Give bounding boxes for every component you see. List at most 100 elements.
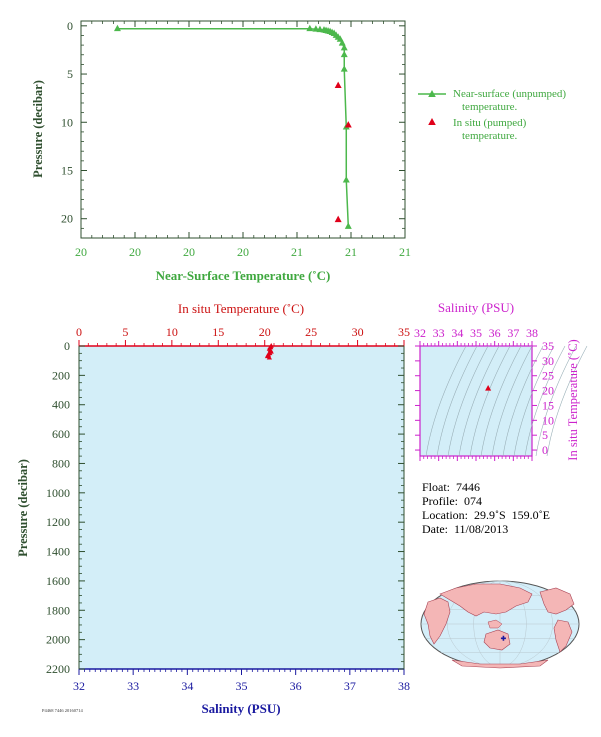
- near-surface-y-label: Pressure (decibar): [31, 80, 45, 178]
- profile-top-tick-label: 30: [352, 325, 364, 339]
- ts-density-contour: [447, 345, 489, 457]
- ts-density-contour: [491, 345, 533, 457]
- profile-top-tick-label: 25: [305, 325, 317, 339]
- legend-marker-pumped: [428, 118, 436, 125]
- near-surface-y-tick-label: 15: [61, 163, 73, 177]
- ts-x-tick-label: 33: [433, 326, 445, 340]
- info-location: Location: 29.9˚S 159.0˚E: [422, 508, 550, 522]
- ts-x-tick-label: 35: [470, 326, 482, 340]
- info-date: Date: 11/08/2013: [422, 522, 509, 536]
- ts-y-tick-label: 5: [542, 428, 548, 442]
- near-surface-pumped-point: [344, 121, 352, 128]
- near-surface-x-tick-label: 21: [345, 245, 357, 259]
- ts-density-contour: [513, 345, 555, 457]
- ts-density-contour: [480, 345, 522, 457]
- map-float-position: [500, 635, 506, 641]
- ts-density-contour: [425, 345, 467, 457]
- ts-density-contour: [436, 345, 478, 457]
- ts-y-tick-label: 35: [542, 339, 554, 353]
- profile-chart: 0 5 10 15 20 25 30 35 32 33 34 35 36 37 38 0 200 400 600…: [16, 301, 410, 716]
- near-surface-x-tick-label: 20: [183, 245, 195, 259]
- near-surface-unpumped-point: [344, 222, 352, 229]
- profile-y-ticks: 0 200 400 600 800 1000 1200 1400 1600 1800 2000 220…: [46, 339, 404, 676]
- ts-x-tick-label: 36: [489, 326, 501, 340]
- map-south-america: [553, 619, 573, 653]
- profile-temperature-point: [266, 354, 272, 360]
- near-surface-unpumped-point: [113, 24, 121, 32]
- profile-y-tick-label: 0: [64, 339, 70, 353]
- profile-y-label: Pressure (decibar): [16, 459, 30, 557]
- ts-x-tick-label: 34: [451, 326, 463, 340]
- world-map: [420, 580, 580, 669]
- profile-top-tick-label: 0: [76, 325, 82, 339]
- ts-y-tick-label: 25: [542, 369, 554, 383]
- legend-label-unpumped-1: Near-surface (unpumped): [453, 88, 566, 100]
- near-surface-y-tick-label: 0: [67, 19, 73, 33]
- near-surface-unpumped-point: [340, 65, 348, 72]
- near-surface-unpumped-point: [338, 39, 346, 46]
- map-australia: [483, 629, 511, 651]
- near-surface-y-tick-label: 20: [61, 212, 73, 226]
- legend-label-unpumped-2: temperature.: [462, 101, 518, 113]
- profile-bottom-tick-label: 38: [398, 679, 410, 693]
- near-surface-unpumped-point: [342, 176, 350, 183]
- ts-density-contour: [546, 345, 588, 457]
- ts-x-tick-label: 37: [507, 326, 519, 340]
- ts-x-tick-label: 38: [526, 326, 538, 340]
- profile-bottom-tick-label: 34: [181, 679, 193, 693]
- ts-density-contours: [425, 345, 588, 457]
- profile-bottom-tick-label: 35: [236, 679, 248, 693]
- profile-top-tick-label: 35: [398, 325, 410, 339]
- ts-y-tick-label: 0: [542, 443, 548, 457]
- ts-density-contour: [502, 345, 544, 457]
- near-surface-y-ticks: 0 5 10 15 20: [61, 19, 405, 229]
- profile-y-tick-label: 200: [52, 368, 70, 382]
- ts-x-ticks: 32 33 34 35 36 37 38: [414, 326, 538, 461]
- near-surface-x-ticks: 20 20 20 20 21 21 21: [75, 21, 411, 259]
- info-profile: Profile: 074: [422, 494, 482, 508]
- legend-marker-unpumped: [428, 90, 436, 97]
- map-meridian: [499, 580, 527, 668]
- ts-density-contour: [458, 345, 500, 457]
- profile-top-tick-label: 10: [166, 325, 178, 339]
- near-surface-x-tick-label: 21: [399, 245, 411, 259]
- footer-tiny-text: P4468 7446 20160714: [42, 708, 84, 713]
- ts-data-point: [485, 385, 492, 391]
- near-surface-marks: [113, 24, 352, 229]
- map-meridian: [499, 580, 553, 668]
- profile-marks: [264, 343, 274, 360]
- profile-top-tick-label: 20: [259, 325, 271, 339]
- ts-plot-frame: [419, 345, 533, 457]
- near-surface-x-tick-label: 21: [291, 245, 303, 259]
- profile-bottom-tick-label: 37: [344, 679, 356, 693]
- near-surface-unpumped-point: [340, 44, 348, 51]
- near-surface-chart: 20 20 20 20 21 21 21 0 5 10 15 20 Near-Surface Tem…: [31, 19, 411, 283]
- map-antarctica: [451, 659, 549, 669]
- legend-label-pumped-1: In situ (pumped): [453, 117, 527, 129]
- near-surface-pumped-point: [334, 215, 342, 223]
- profile-y-tick-label: 800: [52, 456, 70, 470]
- ts-density-contour: [535, 345, 577, 457]
- near-surface-x-tick-label: 20: [75, 245, 87, 259]
- near-surface-y-tick-label: 10: [61, 115, 73, 129]
- profile-bottom-tick-label: 33: [127, 679, 139, 693]
- map-africa: [423, 597, 451, 645]
- ts-top-label: Salinity (PSU): [438, 300, 514, 315]
- info-float: Float: 7446: [422, 480, 481, 494]
- profile-bottom-label: Salinity (PSU): [201, 701, 280, 716]
- ts-y-tick-label: 10: [542, 413, 554, 427]
- profile-y-tick-label: 1200: [46, 515, 70, 529]
- profile-y-tick-label: 1800: [46, 603, 70, 617]
- near-surface-legend: Near-surface (unpumped) temperature. In …: [418, 88, 566, 142]
- ts-density-contour: [524, 345, 566, 457]
- ts-y-tick-label: 30: [542, 354, 554, 368]
- profile-top-tick-label: 15: [212, 325, 224, 339]
- profile-top-label: In situ Temperature (˚C): [178, 301, 304, 316]
- profile-y-tick-label: 1400: [46, 545, 70, 559]
- near-surface-x-tick-label: 20: [237, 245, 249, 259]
- profile-y-tick-label: 400: [52, 398, 70, 412]
- near-surface-unpumped-line: [117, 27, 350, 227]
